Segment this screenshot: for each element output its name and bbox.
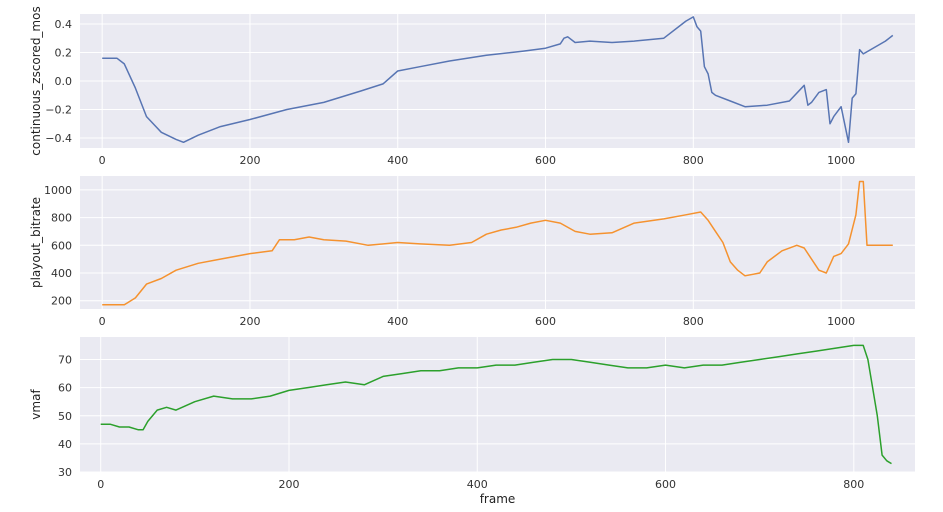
x-axis-label: frame — [480, 492, 516, 506]
x-tick-label: 200 — [239, 315, 260, 328]
x-tick-label: 1000 — [827, 154, 855, 167]
plot-area — [80, 337, 915, 472]
x-tick-label: 800 — [683, 315, 704, 328]
y-tick-label: 50 — [58, 410, 72, 423]
y-tick-label: 200 — [51, 295, 72, 308]
y-tick-label: 0.2 — [55, 46, 73, 59]
y-tick-label: 30 — [58, 466, 72, 479]
x-tick-label: 1000 — [827, 315, 855, 328]
x-tick-label: 200 — [278, 478, 299, 491]
y-tick-label: 1000 — [44, 184, 72, 197]
series-line — [100, 344, 892, 465]
plot-area — [80, 176, 915, 309]
y-axis-label: vmaf — [29, 389, 43, 420]
x-tick-label: 400 — [387, 315, 408, 328]
x-tick-label: 0 — [99, 154, 106, 167]
x-tick-label: 600 — [535, 154, 556, 167]
y-tick-label: −0.4 — [45, 132, 72, 145]
x-tick-label: 800 — [683, 154, 704, 167]
x-tick-label: 0 — [97, 478, 104, 491]
x-tick-label: 600 — [655, 478, 676, 491]
x-tick-label: 200 — [239, 154, 260, 167]
x-tick-label: 400 — [387, 154, 408, 167]
y-tick-label: 0.0 — [55, 75, 73, 88]
subplot-continuous-zscored-mos: −0.4 −0.2 0.0 0.2 0.4 0 200 400 600 800 1000 contin… — [29, 6, 915, 167]
x-tick-label: 400 — [467, 478, 488, 491]
series-line — [102, 180, 893, 306]
subplot-vmaf: 30 40 50 60 70 0 200 400 600 800 vmaf frame — [29, 337, 915, 506]
y-tick-label: 0.4 — [55, 18, 73, 31]
y-tick-label: −0.2 — [45, 104, 72, 117]
y-tick-label: 800 — [51, 212, 72, 225]
y-axis-label: playout_bitrate — [29, 197, 43, 288]
y-tick-label: 70 — [58, 354, 72, 367]
x-tick-label: 800 — [843, 478, 864, 491]
y-axis-label: continuous_zscored_mos — [29, 6, 43, 155]
y-tick-label: 400 — [51, 267, 72, 280]
series-line — [102, 16, 894, 144]
y-tick-label: 40 — [58, 438, 72, 451]
x-tick-label: 600 — [535, 315, 556, 328]
y-tick-label: 600 — [51, 239, 72, 252]
x-tick-label: 0 — [99, 315, 106, 328]
y-tick-label: 60 — [58, 382, 72, 395]
